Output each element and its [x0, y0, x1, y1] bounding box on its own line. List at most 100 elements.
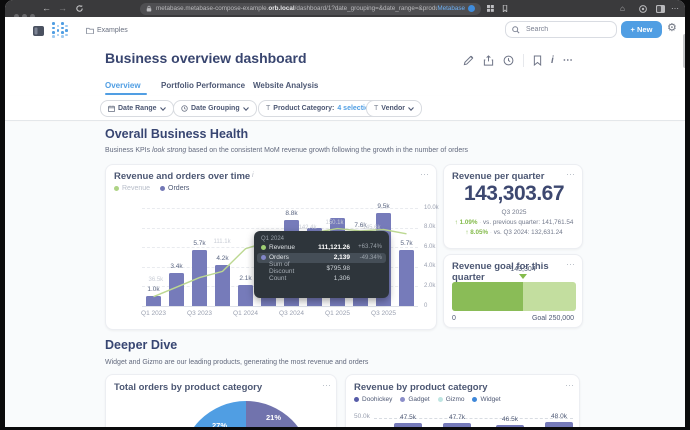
- card-menu-icon[interactable]: ⋯: [566, 259, 576, 269]
- vertical-scrollbar[interactable]: [683, 34, 685, 68]
- card-title: Revenue by product category: [354, 382, 488, 393]
- tooltip-row-count: Count 1,306: [269, 275, 350, 283]
- card-revenue-orders-over-time[interactable]: Revenue and orders over time i ⋯ Revenue…: [105, 164, 439, 330]
- lock-icon: [146, 5, 152, 12]
- share-icon[interactable]: [483, 55, 494, 66]
- x-axis-tick: Q1 2024: [233, 310, 258, 317]
- breadcrumb[interactable]: Examples: [97, 27, 128, 34]
- legend-dot: [354, 397, 359, 402]
- window-controls[interactable]: [14, 6, 38, 24]
- filter-label: Product Category:: [273, 105, 335, 112]
- orders-bar[interactable]: [399, 250, 414, 306]
- legend-dot: [437, 397, 443, 402]
- card-menu-icon[interactable]: ⋯: [565, 380, 575, 390]
- legend-item-doohickey[interactable]: Doohickey: [354, 396, 392, 403]
- edit-pencil-icon[interactable]: [463, 55, 474, 66]
- orders-bar[interactable]: [146, 296, 161, 306]
- orders-bar[interactable]: [215, 264, 230, 306]
- search-input[interactable]: [524, 25, 604, 34]
- bar-value-label: 1.0k: [147, 286, 160, 294]
- card-revenue-per-quarter[interactable]: Revenue per quarter ⋯ 143,303.67 Q3 2025…: [443, 164, 583, 249]
- tab-grid-icon[interactable]: [487, 5, 494, 12]
- tooltip-header: Q1 2024: [261, 236, 285, 242]
- tab-overview[interactable]: Overview: [105, 81, 141, 90]
- filter-vendor[interactable]: T Vendor: [366, 100, 423, 117]
- extensions-icon[interactable]: [639, 5, 647, 13]
- x-axis-tick: Q1 2023: [141, 310, 166, 317]
- revenue-bar[interactable]: [496, 425, 524, 427]
- card-menu-icon[interactable]: ⋯: [420, 169, 430, 179]
- orders-bar[interactable]: [238, 285, 253, 306]
- bar-value-label: 3.4k: [170, 262, 183, 270]
- sidebar-toggle-icon[interactable]: [33, 26, 44, 36]
- bookmark-icon[interactable]: [533, 55, 542, 66]
- minimize-window-button[interactable]: [22, 14, 27, 19]
- card-revenue-goal[interactable]: Revenue goal for this quarter ⋯ 143,304 …: [443, 254, 583, 328]
- text-filter-icon: T: [374, 105, 379, 112]
- legend-item-orders[interactable]: Orders: [160, 185, 189, 192]
- slice-label-27: 27%: [212, 421, 228, 427]
- chart-tooltip: Q1 2024 Revenue 111,121.26 +63.74% Order…: [254, 231, 389, 298]
- forward-icon[interactable]: →: [58, 3, 67, 13]
- orders-bar[interactable]: [169, 272, 184, 306]
- card-menu-icon[interactable]: ⋯: [566, 169, 576, 179]
- gear-icon[interactable]: ⚙: [667, 22, 677, 34]
- profile-avatar[interactable]: [468, 5, 475, 12]
- dashboard-actions: i ⋯: [463, 54, 574, 67]
- filter-label: Vendor: [381, 105, 406, 112]
- chevron-down-icon: [242, 106, 249, 111]
- y-axis-tick: 10.0k: [424, 204, 439, 211]
- goal-current-value: 143,304: [510, 266, 536, 273]
- search-icon: [512, 25, 520, 33]
- tab-overview-icon[interactable]: [656, 5, 665, 13]
- description-info-icon[interactable]: i: [252, 172, 254, 179]
- metabase-logo[interactable]: [52, 22, 68, 38]
- legend-item-gizmo[interactable]: Gizmo: [437, 396, 464, 403]
- filter-date-grouping[interactable]: Date Grouping: [173, 100, 257, 117]
- filter-date-range[interactable]: Date Range: [100, 100, 174, 117]
- bar-value-label: 9.5k: [377, 202, 390, 210]
- url-bar[interactable]: metabase.metabase-compose-example.orb.lo…: [140, 2, 481, 15]
- home-icon[interactable]: ⌂: [620, 4, 625, 13]
- bar-value-label: 5.7k: [400, 240, 413, 248]
- tab-portfolio-performance[interactable]: Portfolio Performance: [161, 81, 246, 90]
- card-total-orders-by-category[interactable]: Total orders by product category ⋯ 21% 2…: [105, 374, 337, 427]
- close-window-button[interactable]: [14, 14, 19, 19]
- browser-window: ← → metabase.metabase-compose-example.or…: [5, 0, 685, 427]
- section-title-health: Overall Business Health: [105, 127, 249, 141]
- goal-progress-bar[interactable]: [452, 282, 576, 311]
- search-box[interactable]: [505, 21, 617, 38]
- dashboard-more-icon[interactable]: ⋯: [562, 55, 574, 66]
- chrome-more-icon[interactable]: ⋯: [671, 4, 679, 13]
- reload-icon[interactable]: [75, 4, 84, 13]
- legend-item-gadget[interactable]: Gadget: [400, 396, 430, 403]
- goal-progress-fill: [452, 282, 523, 311]
- zoom-window-button[interactable]: [30, 14, 35, 19]
- page-link-label[interactable]: Metabase: [437, 5, 465, 12]
- info-icon[interactable]: i: [551, 55, 554, 66]
- x-axis-tick: Q3 2024: [279, 310, 304, 317]
- revenue-bar[interactable]: [545, 422, 573, 427]
- donut-chart[interactable]: [181, 401, 311, 427]
- card-menu-icon[interactable]: ⋯: [322, 380, 332, 390]
- gridline: [142, 208, 418, 209]
- revenue-bar[interactable]: [443, 422, 471, 427]
- revenue-bar[interactable]: [394, 423, 422, 427]
- bookmark-flag-icon[interactable]: [502, 5, 508, 12]
- card-title: Revenue goal for this quarter: [452, 261, 549, 283]
- chevron-down-icon: [159, 106, 166, 111]
- series-dot: [261, 244, 266, 250]
- up-arrow-icon: ↑: [465, 228, 469, 236]
- x-axis-tick: Q1 2025: [325, 310, 350, 317]
- card-revenue-by-category[interactable]: Revenue by product category ⋯ Doohickey …: [345, 374, 580, 427]
- new-button[interactable]: + New: [621, 21, 662, 38]
- legend-item-widget[interactable]: Widget: [472, 396, 501, 403]
- bar-value-label: 4.2k: [216, 254, 229, 262]
- back-icon[interactable]: ←: [42, 3, 51, 13]
- history-clock-icon[interactable]: [503, 55, 514, 66]
- legend-item-revenue[interactable]: Revenue: [114, 185, 150, 192]
- section-title-deeper-dive: Deeper Dive: [105, 338, 178, 352]
- tab-website-analysis[interactable]: Website Analysis: [253, 81, 319, 90]
- filter-value: 4 selections: [337, 105, 378, 112]
